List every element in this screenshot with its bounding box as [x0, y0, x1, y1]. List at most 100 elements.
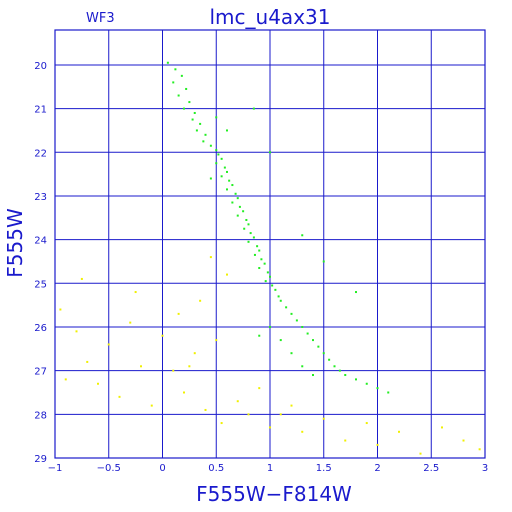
data-point [86, 360, 89, 363]
data-point [177, 312, 180, 315]
data-point [252, 236, 255, 239]
data-point [226, 129, 228, 132]
data-point [301, 325, 304, 328]
data-point [209, 256, 212, 259]
data-point [344, 374, 347, 377]
data-point [398, 430, 400, 433]
data-point [301, 365, 304, 368]
data-point [191, 118, 194, 121]
points [59, 61, 481, 455]
y-axis-title: F555W [3, 208, 27, 278]
data-point [295, 319, 298, 322]
data-point [285, 306, 288, 309]
data-point [243, 227, 246, 230]
data-point [355, 378, 357, 381]
data-point [301, 234, 304, 237]
data-point [172, 81, 175, 84]
data-point [258, 387, 261, 390]
data-point [333, 365, 336, 368]
y-tick-label: 27 [34, 367, 47, 378]
data-point [180, 74, 183, 77]
x-tick-label: −1 [48, 463, 63, 474]
data-point [231, 184, 234, 187]
data-point [195, 129, 198, 132]
data-point [234, 192, 237, 195]
data-point [193, 111, 196, 114]
data-point [274, 288, 277, 291]
y-tick-label: 20 [34, 61, 47, 72]
data-point [242, 210, 245, 213]
y-tick-label: 28 [34, 410, 47, 421]
data-point [220, 175, 223, 178]
data-point [183, 391, 185, 394]
data-point [264, 280, 267, 283]
data-point [174, 68, 177, 71]
data-point [279, 299, 282, 302]
data-point [215, 116, 218, 119]
data-point [269, 426, 271, 429]
data-point [202, 140, 205, 143]
data-point [236, 197, 239, 200]
data-point [269, 151, 271, 154]
data-point [204, 408, 207, 411]
data-point [269, 325, 271, 328]
x-tick-label: 0 [159, 463, 165, 474]
data-point [290, 312, 293, 315]
data-point [266, 271, 269, 274]
data-point [290, 404, 293, 407]
y-tick-label: 26 [34, 323, 47, 334]
data-point [260, 258, 263, 261]
y-tick-label: 22 [34, 148, 47, 159]
grid [54, 30, 486, 459]
data-point [258, 249, 261, 252]
data-point [290, 352, 293, 355]
data-point [271, 284, 274, 287]
data-point [245, 218, 248, 221]
data-point [226, 170, 228, 173]
data-point [199, 122, 202, 125]
data-point [365, 382, 368, 385]
data-point [256, 245, 259, 248]
data-point [204, 133, 207, 136]
data-point [226, 188, 228, 191]
data-point [185, 87, 188, 90]
data-point [322, 417, 325, 420]
data-point [209, 144, 212, 147]
data-point [215, 339, 218, 342]
data-point [188, 365, 191, 368]
plot-frame [54, 29, 486, 459]
data-point [441, 426, 443, 429]
data-point [59, 308, 62, 311]
data-point [247, 413, 250, 416]
data-point [166, 61, 169, 64]
data-point [376, 387, 379, 390]
data-point [279, 339, 282, 342]
y-tick-label: 24 [34, 236, 47, 247]
x-axis-title: F555W−F814W [196, 482, 352, 506]
data-point [344, 439, 347, 442]
data-point [247, 223, 250, 226]
data-point [150, 404, 153, 407]
data-point [226, 273, 228, 276]
x-tick-label: 2.5 [423, 463, 439, 474]
data-point [183, 107, 185, 110]
data-point [97, 382, 99, 385]
x-tick-label: 1 [267, 463, 273, 474]
data-point [279, 413, 282, 416]
data-point [419, 452, 422, 455]
y-tick-label: 21 [34, 105, 47, 116]
y-tick-label: 23 [34, 192, 47, 203]
data-point [118, 395, 121, 398]
x-tick-label: −0.5 [97, 463, 121, 474]
data-point [258, 267, 261, 270]
y-tick-label: 25 [34, 279, 47, 290]
data-point [215, 162, 218, 165]
x-tick-label: 0.5 [208, 463, 224, 474]
x-tick-label: 1.5 [316, 463, 332, 474]
data-point [220, 157, 223, 160]
data-point [134, 291, 137, 294]
ticks: −1 −0.5 0 0.5 1 1.5 2 2.5 3 20 21 22 23 24 25 26 27 28 29 [34, 61, 488, 474]
data-point [252, 107, 255, 110]
x-tick-label: 2 [374, 463, 380, 474]
